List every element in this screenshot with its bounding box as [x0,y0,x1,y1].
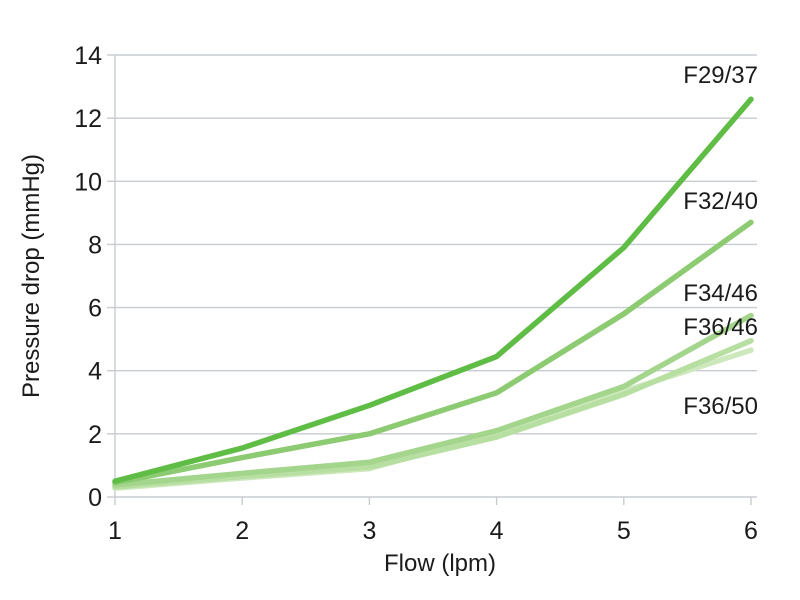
series-line-F32/40 [112,219,754,486]
y-tick-label-0: 0 [88,484,102,512]
y-tick-label-2: 2 [88,421,102,449]
series-line-F36/46 [112,337,754,490]
x-tick-label-3: 3 [362,517,376,545]
gridlines [115,54,757,498]
y-tick-label-4: 4 [88,358,102,386]
x-tick-label-4: 4 [490,517,504,545]
series-label-F36/50: F36/50 [683,393,758,420]
x-tick-label-2: 2 [235,517,249,545]
y-tick-label-12: 12 [74,105,102,133]
y-tick-label-8: 8 [88,231,102,259]
series-line-F34/46 [112,312,754,488]
x-axis-ticks: 1 2 3 4 5 6 [108,497,758,545]
y-tick-label-14: 14 [74,42,102,70]
series-labels: F29/37 F32/40 F34/46 F36/46 F36/50 [683,62,758,420]
y-tick-label-10: 10 [74,168,102,196]
x-tick-label-6: 6 [744,517,758,545]
series-label-F36/46: F36/46 [683,314,758,341]
y-axis-title: Pressure drop (mmHg) [18,154,45,398]
series-label-F34/46: F34/46 [683,280,758,307]
x-tick-label-5: 5 [617,517,631,545]
series-line-F29/37 [112,96,754,484]
y-tick-label-6: 6 [88,295,102,323]
series-label-F32/40: F32/40 [683,188,758,215]
x-tick-label-1: 1 [108,517,122,545]
x-axis-title: Flow (lpm) [384,550,496,577]
y-axis-ticks: 0 2 4 6 8 10 12 14 [74,42,115,512]
series-lines [112,96,754,491]
series-label-F29/37: F29/37 [683,62,758,89]
